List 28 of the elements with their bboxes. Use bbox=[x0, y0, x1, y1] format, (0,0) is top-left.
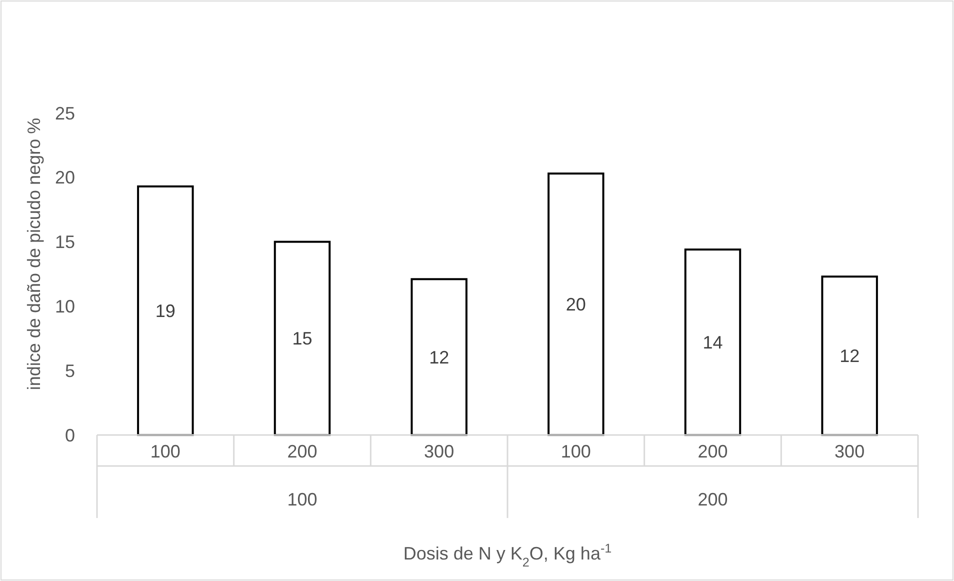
text: 100 bbox=[287, 489, 318, 510]
data-label: 19 bbox=[155, 301, 176, 322]
y-tick-label: 25 bbox=[54, 103, 75, 124]
data-label: 15 bbox=[292, 328, 312, 349]
data-label: 20 bbox=[566, 294, 586, 315]
x-tick-label: 300 bbox=[424, 441, 454, 462]
bar bbox=[137, 185, 194, 436]
y-tick-label: 0 bbox=[64, 425, 75, 446]
x-tick-label: 200 bbox=[287, 441, 318, 462]
x-tick-label: 100 bbox=[560, 441, 591, 462]
data-label: 12 bbox=[840, 346, 860, 366]
y-tick-label: 15 bbox=[54, 232, 75, 252]
y-tick-label: 5 bbox=[64, 360, 75, 381]
text: 200 bbox=[698, 489, 728, 510]
x-axis-title: Dosis de N y K$_{2}$O, Kg ha$^{-1}$ bbox=[403, 541, 612, 570]
bar bbox=[548, 172, 604, 436]
bar bbox=[821, 276, 878, 436]
y-tick-label: 10 bbox=[54, 296, 75, 316]
y-axis-title: indice de daño de picudo negro % bbox=[24, 118, 44, 390]
x-tick-label: 300 bbox=[834, 441, 865, 462]
x-tick-label: 100 bbox=[150, 441, 180, 462]
data-label: 14 bbox=[702, 332, 723, 353]
y-tick-label: 20 bbox=[54, 168, 75, 188]
x-tick-label: 200 bbox=[698, 441, 728, 462]
bar bbox=[274, 240, 331, 436]
bar bbox=[684, 248, 742, 436]
data-label: 12 bbox=[429, 347, 450, 368]
bar bbox=[410, 278, 468, 436]
